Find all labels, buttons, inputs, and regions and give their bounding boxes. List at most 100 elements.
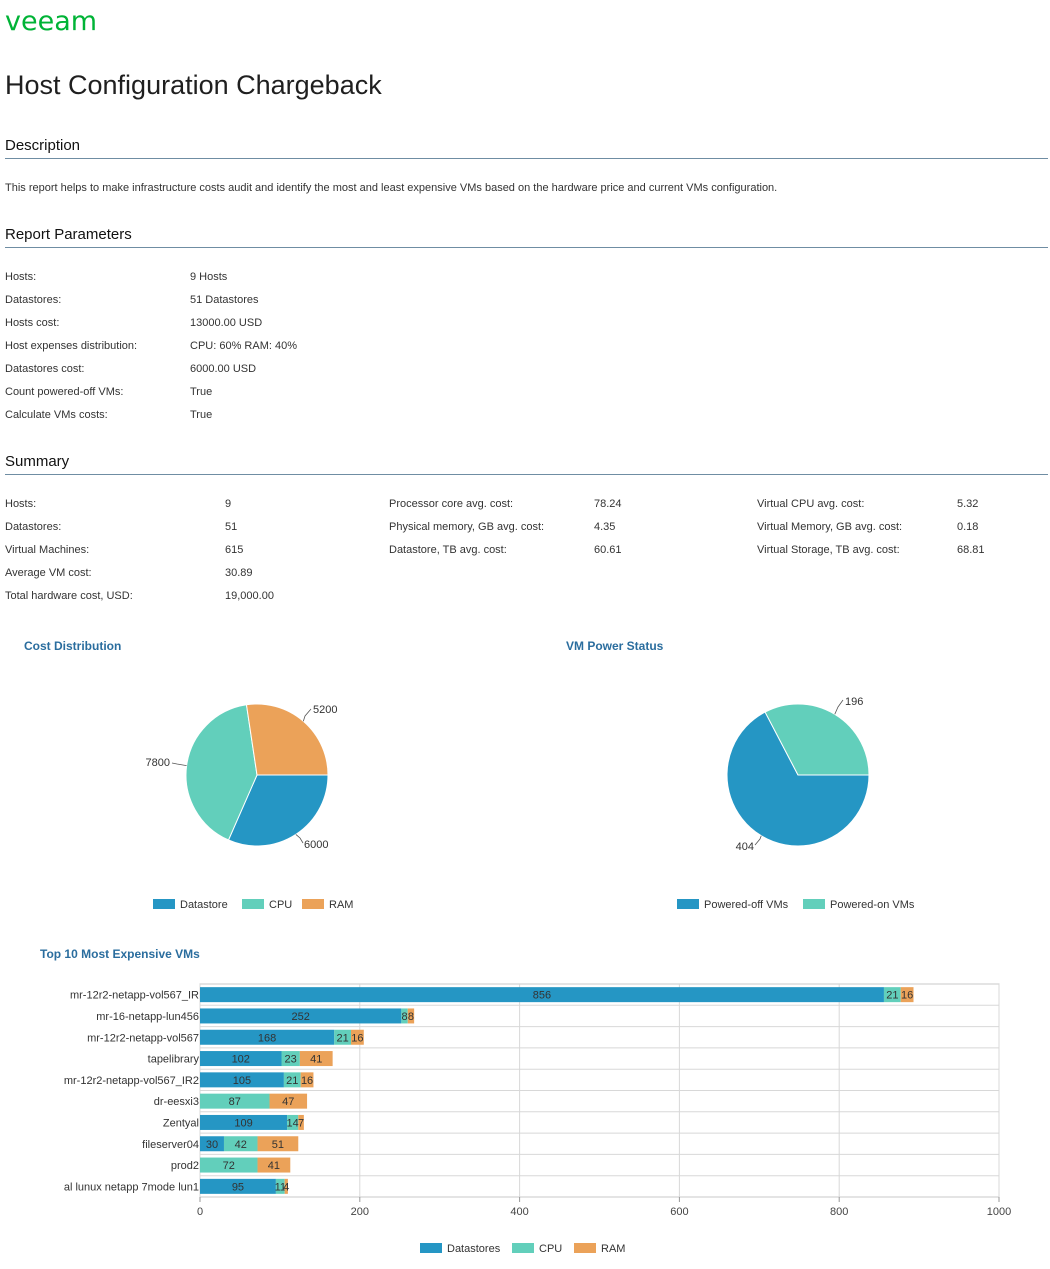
summary-value: 0.18 xyxy=(957,521,979,533)
x-tick-label: 0 xyxy=(197,1206,203,1218)
parameter-value: CPU: 60% RAM: 40% xyxy=(190,340,297,352)
pie-slice-powered-on-vms xyxy=(764,703,870,776)
legend-swatch xyxy=(302,899,324,909)
parameters-divider xyxy=(5,247,1048,248)
bar-segment-cpu xyxy=(200,1157,258,1173)
bar-data-label: 8 xyxy=(401,1011,407,1023)
pie-slice-powered-off-vms xyxy=(726,711,870,847)
summary-divider xyxy=(5,474,1048,475)
bar-data-label: 21 xyxy=(886,990,898,1002)
pie-slice-cpu xyxy=(185,704,258,841)
summary-label: Total hardware cost, USD: xyxy=(5,590,133,602)
legend-swatch xyxy=(574,1243,596,1253)
parameter-label: Host expenses distribution: xyxy=(5,340,138,352)
pie-data-label: 5200 xyxy=(313,704,337,716)
bar-segment-cpu xyxy=(200,1093,270,1109)
bar-data-label: 14 xyxy=(287,1117,299,1129)
bar-data-label: 87 xyxy=(229,1096,241,1108)
parameter-value: 9 Hosts xyxy=(190,271,228,283)
legend-label: Datastore xyxy=(180,899,228,911)
bar-segment-datastores xyxy=(200,1029,335,1045)
legend-label: CPU xyxy=(539,1243,562,1255)
pie-label-connector xyxy=(171,762,187,767)
parameter-label: Calculate VMs costs: xyxy=(5,409,108,421)
bar-data-label: 41 xyxy=(268,1160,280,1172)
bar-data-label: 856 xyxy=(533,990,551,1002)
bar-data-label: 41 xyxy=(310,1054,322,1066)
legend-swatch xyxy=(512,1243,534,1253)
bar-segment-ram xyxy=(299,1051,333,1067)
bar-data-label: 16 xyxy=(301,1075,313,1087)
summary-value: 30.89 xyxy=(225,567,253,579)
legend-label: RAM xyxy=(329,899,353,911)
bar-data-label: 102 xyxy=(232,1054,250,1066)
parameter-value: True xyxy=(190,386,213,398)
bar-data-label: 30 xyxy=(206,1139,218,1151)
bar-data-label: 51 xyxy=(272,1139,284,1151)
bar-segment-datastores xyxy=(200,1072,284,1088)
logo-text: veeam xyxy=(5,9,97,37)
bar-segment-ram xyxy=(300,1072,314,1088)
summary-value: 615 xyxy=(225,544,244,556)
category-label: mr-12r2-netapp-vol567_IR xyxy=(70,990,199,1002)
summary-label: Virtual Machines: xyxy=(5,544,90,556)
summary-value: 19,000.00 xyxy=(225,590,274,602)
pie-data-label: 404 xyxy=(736,841,754,853)
bar-data-label: 8 xyxy=(408,1011,414,1023)
bar-data-label: 168 xyxy=(258,1032,276,1044)
bar-segment-cpu xyxy=(401,1008,408,1024)
parameter-value: 13000.00 USD xyxy=(190,317,263,329)
pie-slice-ram xyxy=(245,703,329,776)
parameter-label: Hosts cost: xyxy=(5,317,60,329)
bar-segment-datastores xyxy=(200,1136,224,1152)
pie-label-connector xyxy=(754,835,762,846)
category-label: mr-12r2-netapp-vol567_IR2 xyxy=(64,1075,199,1087)
category-label: fileserver04 xyxy=(142,1139,199,1151)
bar-segment-ram xyxy=(407,1008,415,1024)
bar-data-label: 47 xyxy=(282,1096,294,1108)
parameter-label: Count powered-off VMs: xyxy=(5,386,124,398)
bar-segment-datastores xyxy=(200,1114,288,1130)
bar-segment-cpu xyxy=(281,1051,300,1067)
page-title: Host Configuration Chargeback xyxy=(5,70,382,100)
bar-data-label: 4 xyxy=(283,1181,289,1193)
legend-swatch xyxy=(803,899,825,909)
bar-data-label: 16 xyxy=(351,1032,363,1044)
bar-segment-ram xyxy=(257,1157,291,1173)
bar-segment-datastores xyxy=(200,987,884,1003)
bar-segment-ram xyxy=(298,1114,304,1130)
summary-value: 9 xyxy=(225,498,232,510)
bar-segment-datastores xyxy=(200,1178,276,1194)
bar-data-label: 109 xyxy=(234,1117,252,1129)
bar-segment-ram xyxy=(257,1136,299,1152)
legend-swatch xyxy=(153,899,175,909)
pie-label-connector xyxy=(834,699,844,715)
bar-segment-ram xyxy=(269,1093,308,1109)
description-text: This report helps to make infrastructure… xyxy=(5,182,778,194)
x-tick-label: 1000 xyxy=(987,1206,1011,1218)
summary-label: Datastores: xyxy=(5,521,62,533)
legend-swatch xyxy=(420,1243,442,1253)
bar-data-label: 23 xyxy=(285,1054,297,1066)
x-tick-label: 800 xyxy=(830,1206,848,1218)
x-tick-label: 400 xyxy=(510,1206,528,1218)
bar-data-label: 21 xyxy=(286,1075,298,1087)
bar-data-label: 11 xyxy=(275,1181,286,1193)
legend-swatch xyxy=(677,899,699,909)
bar-data-label: 21 xyxy=(336,1032,348,1044)
vm-power-status-title: VM Power Status xyxy=(566,639,664,653)
summary-value: 51 xyxy=(225,521,238,533)
summary-value: 60.61 xyxy=(594,544,622,556)
bar-segment-cpu xyxy=(275,1178,285,1194)
x-tick-label: 600 xyxy=(670,1206,688,1218)
summary-label: Virtual CPU avg. cost: xyxy=(757,498,865,510)
legend-label: Powered-on VMs xyxy=(830,899,915,911)
pie-data-label: 196 xyxy=(845,696,863,708)
bar-segment-cpu xyxy=(883,987,901,1003)
summary-label: Average VM cost: xyxy=(5,567,92,579)
summary-label: Physical memory, GB avg. cost: xyxy=(389,521,545,533)
bar-segment-datastores xyxy=(200,1008,402,1024)
summary-value: 4.35 xyxy=(594,521,616,533)
bar-data-label: 72 xyxy=(223,1160,235,1172)
